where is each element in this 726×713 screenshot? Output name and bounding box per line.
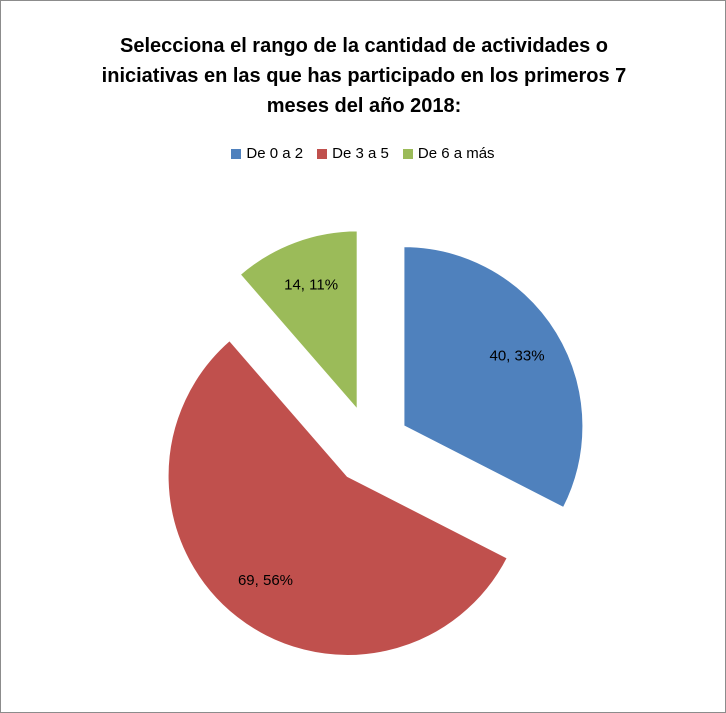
pie-slice bbox=[238, 229, 359, 414]
legend-item: De 3 a 5 bbox=[317, 145, 389, 162]
legend-swatch bbox=[402, 148, 413, 159]
data-label: 40, 33% bbox=[490, 348, 545, 365]
pie-slice bbox=[166, 338, 510, 657]
legend-swatch bbox=[231, 148, 242, 159]
legend-label: De 6 a más bbox=[417, 145, 495, 162]
chart-title: Selecciona el rango de la cantidad de ac… bbox=[101, 35, 627, 117]
data-label: 69, 56% bbox=[238, 572, 293, 589]
legend: De 0 a 2 De 3 a 5 De 6 a más bbox=[1, 145, 725, 162]
pie-slice bbox=[402, 245, 585, 510]
legend-item: De 6 a más bbox=[402, 145, 495, 162]
legend-label: De 0 a 2 bbox=[246, 145, 304, 162]
legend-label: De 3 a 5 bbox=[332, 145, 389, 162]
legend-swatch bbox=[317, 148, 328, 159]
legend-item: De 0 a 2 bbox=[231, 145, 303, 162]
data-label: 14, 11% bbox=[284, 277, 338, 294]
